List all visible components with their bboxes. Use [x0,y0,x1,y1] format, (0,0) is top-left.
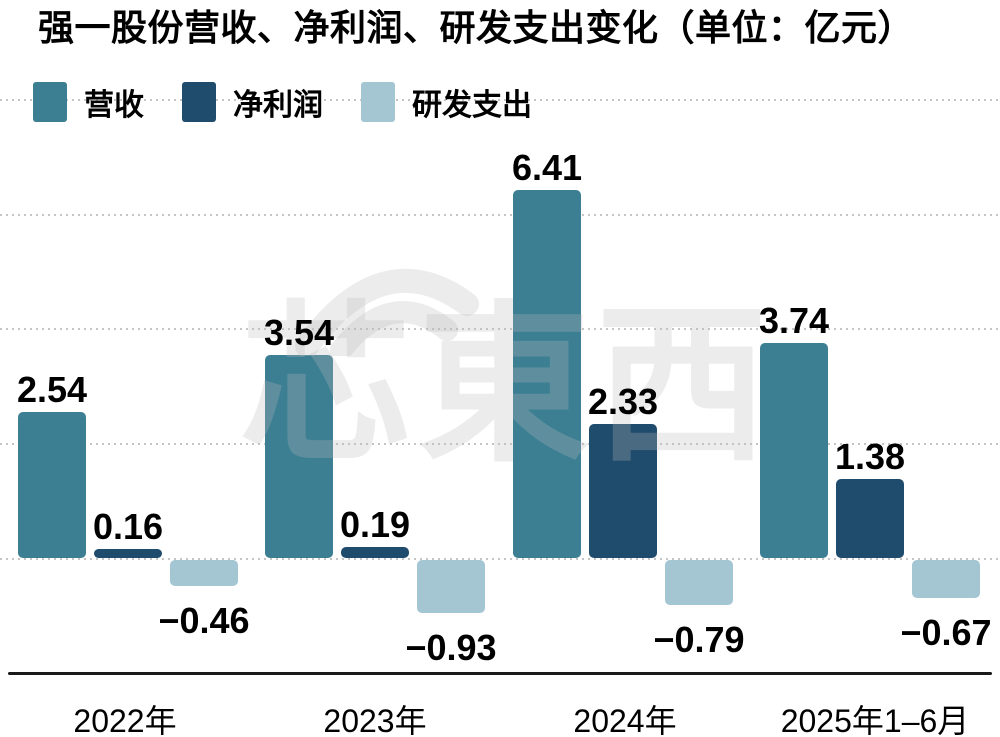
legend-label: 研发支出 [412,89,532,122]
gridline [0,558,1000,560]
legend-label: 营收 [84,89,144,122]
bar-value-label: 6.41 [511,147,583,188]
bar-net-profit-4 [836,479,904,558]
bar-value-label: 3.74 [758,300,830,341]
bar-rd-spending-4 [912,560,980,598]
legend-swatch-rd-spending [361,82,395,122]
x-axis-label-3: 2024年 [573,703,677,737]
legend-item-net-profit: 净利润 [182,80,323,124]
bar-revenue-1 [18,412,86,558]
bar-revenue-4 [760,343,828,558]
bar-value-label: 3.54 [263,312,335,353]
legend: 营收 净利润 研发支出 [33,80,532,124]
bar-net-profit-3 [589,424,657,558]
legend-label: 净利润 [233,89,323,122]
bar-value-label: 2.54 [16,369,88,410]
bar-revenue-3 [513,190,581,558]
bar-value-label: −0.46 [158,600,250,641]
bar-value-label: −0.79 [653,619,745,660]
legend-swatch-net-profit [182,82,216,122]
legend-item-rd-spending: 研发支出 [361,80,532,124]
legend-swatch-revenue [33,82,67,122]
bar-value-label: −0.67 [900,612,992,653]
bar-rd-spending-2 [417,560,485,613]
bar-value-label: 2.33 [587,381,659,422]
gridline [0,99,1000,101]
gridline [0,214,1000,216]
bar-rd-spending-3 [665,560,733,605]
chart-title: 强一股份营收、净利润、研发支出变化（单位：亿元） [38,7,915,48]
gridline [0,328,1000,330]
x-axis-label-1: 2022年 [73,703,177,737]
bar-revenue-2 [265,355,333,558]
bar-rd-spending-1 [170,560,238,586]
x-axis-line [8,672,992,675]
bar-value-label: 1.38 [834,436,906,477]
gridline [0,443,1000,445]
bar-value-label: 0.16 [92,506,164,547]
bar-net-profit-1 [94,549,162,558]
bar-value-label: −0.93 [405,627,497,668]
legend-item-revenue: 营收 [33,80,144,124]
x-axis-label-2: 2023年 [323,703,427,737]
bar-net-profit-2 [341,547,409,558]
x-axis-label-4: 2025年1–6月 [780,703,970,737]
bar-value-label: 0.19 [339,504,411,545]
